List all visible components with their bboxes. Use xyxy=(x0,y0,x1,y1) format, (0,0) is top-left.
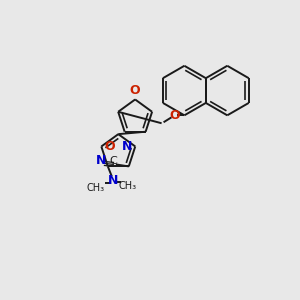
Text: O: O xyxy=(104,140,115,153)
Text: C: C xyxy=(109,157,117,166)
Text: O: O xyxy=(130,85,140,98)
Text: N: N xyxy=(122,140,132,153)
Text: N: N xyxy=(108,174,118,187)
Text: CH₃: CH₃ xyxy=(118,181,137,191)
Text: CH₃: CH₃ xyxy=(87,183,105,193)
Text: O: O xyxy=(169,109,180,122)
Text: N: N xyxy=(96,154,106,167)
